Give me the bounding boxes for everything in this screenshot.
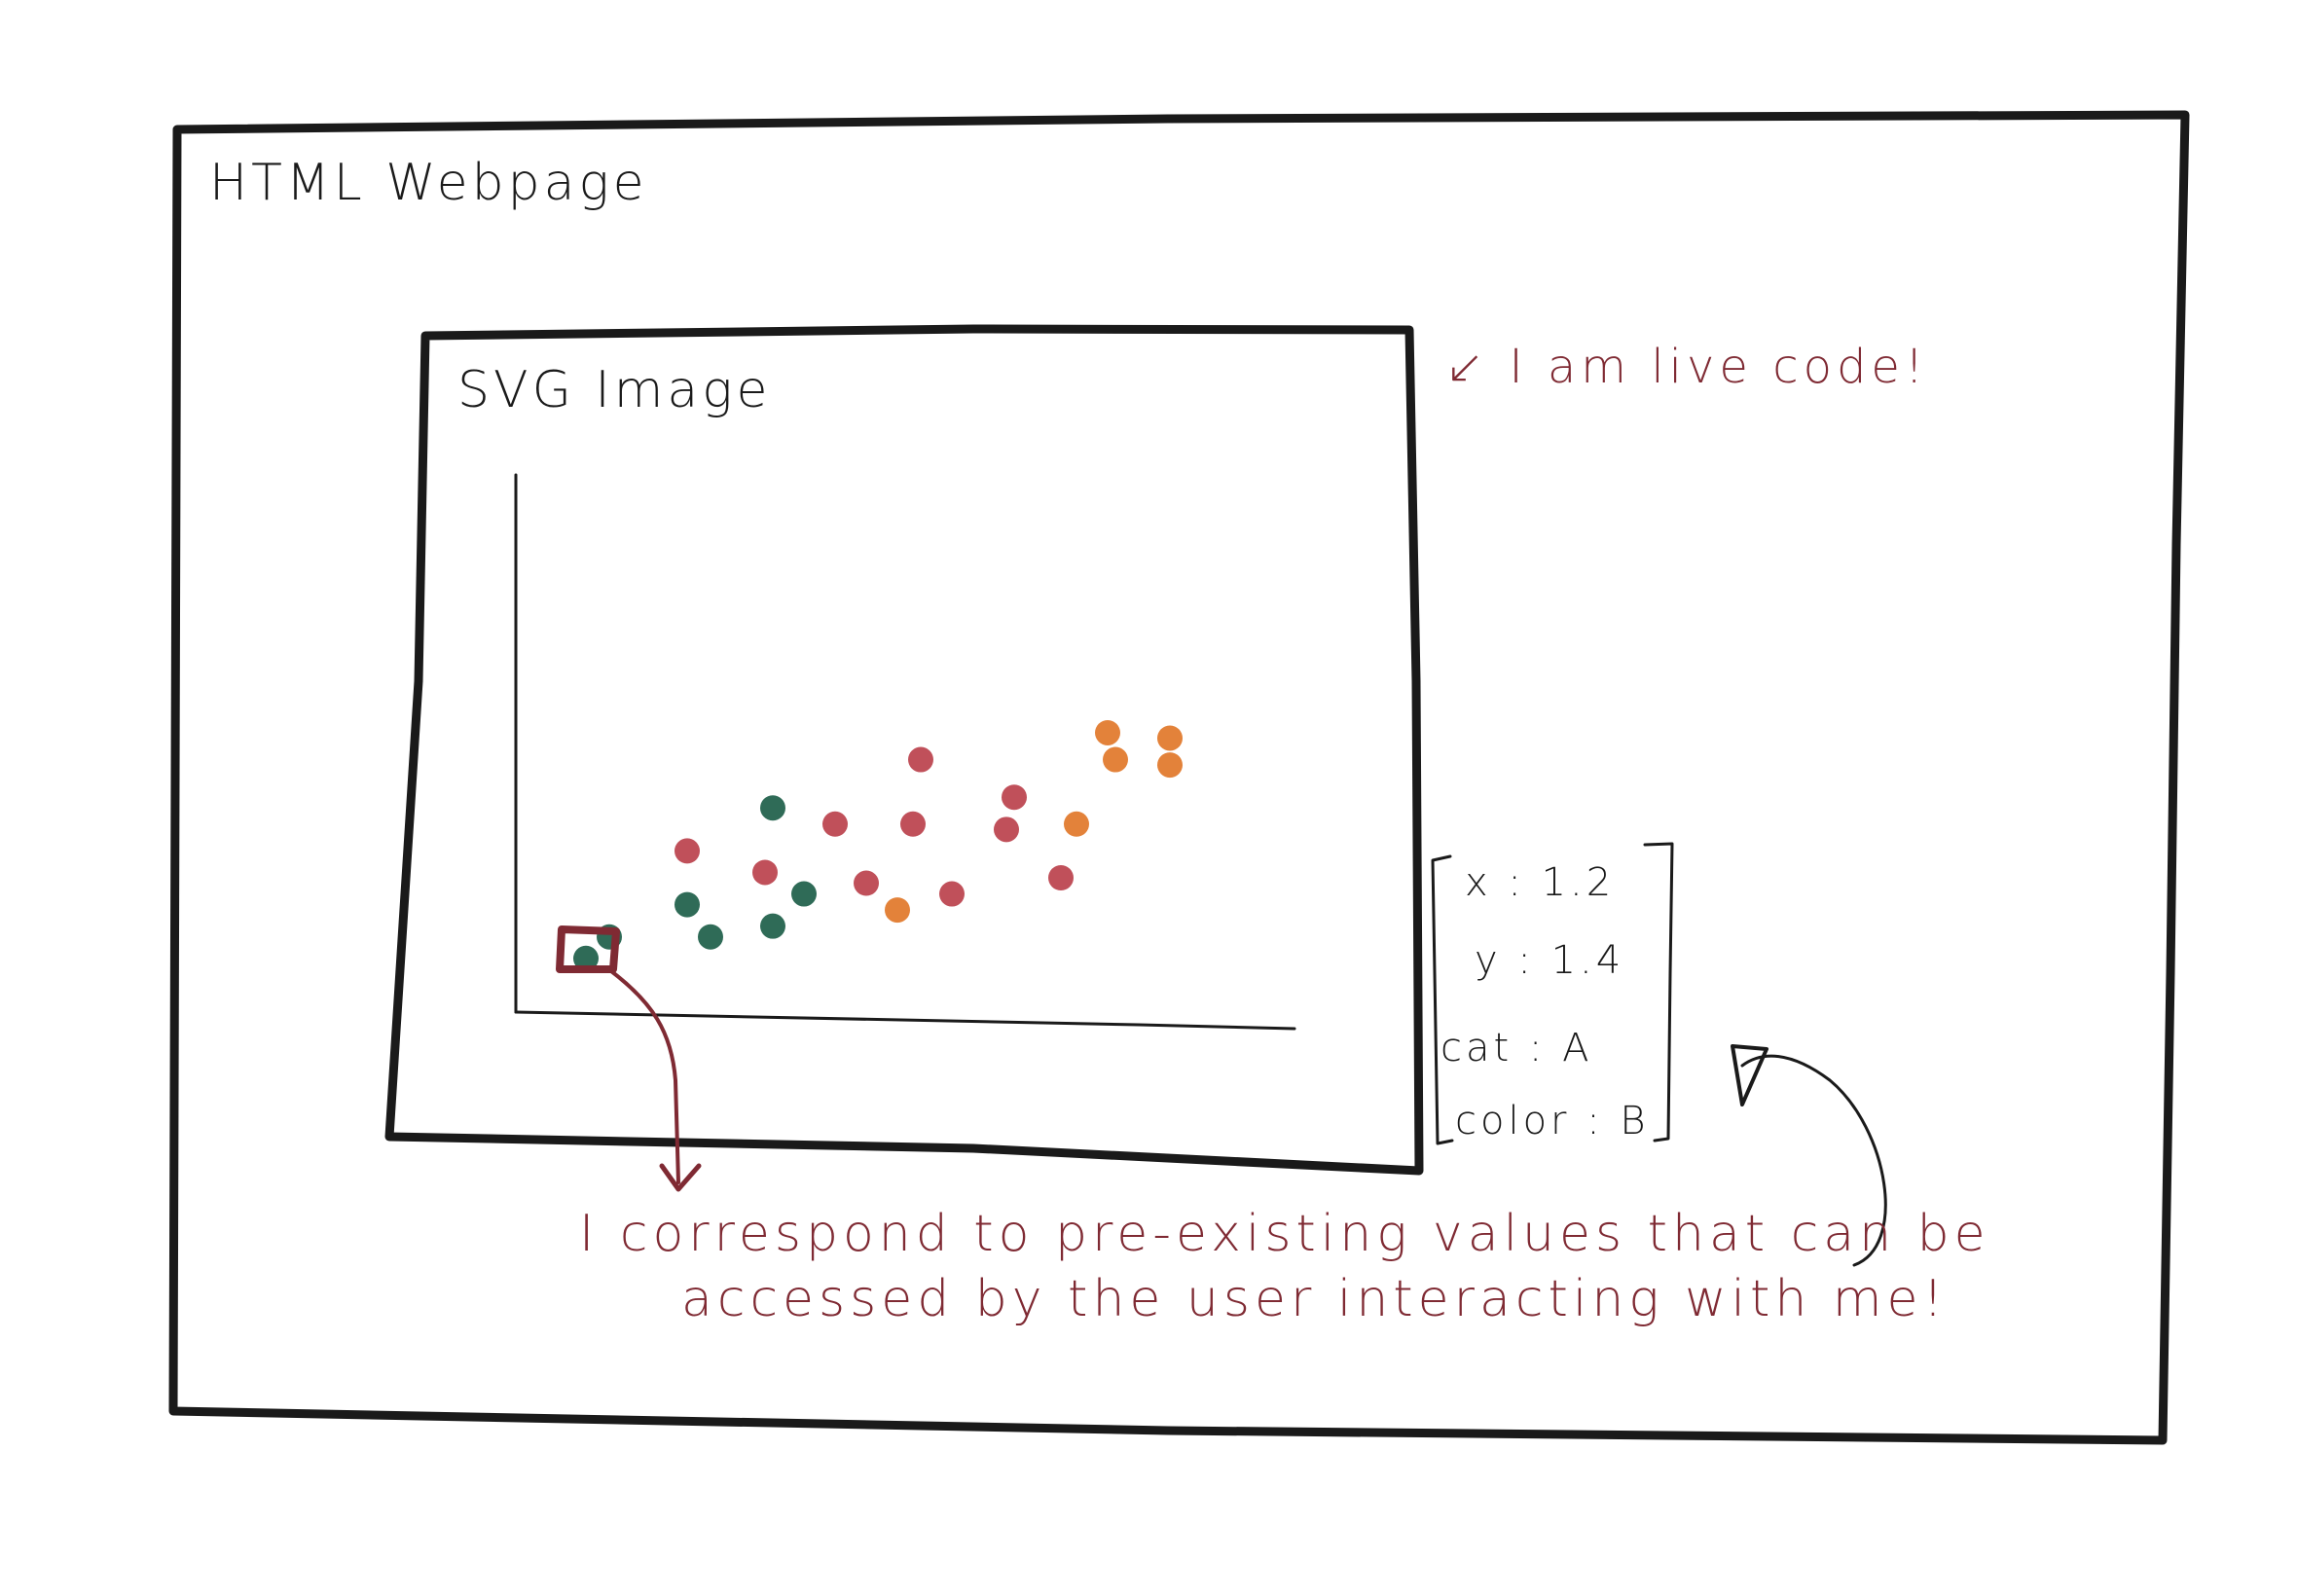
red-data-point[interactable] [854,870,879,896]
red-data-point[interactable] [994,816,1019,843]
red-data-point[interactable] [752,859,778,886]
red-data-point[interactable] [1002,784,1027,811]
webpage-frame [168,110,2190,1445]
red-data-point[interactable] [908,746,933,773]
red-data-point[interactable] [1048,865,1074,890]
red-data-point[interactable] [822,811,848,837]
connector-arrow-line [609,969,680,1184]
svg-frame-label: SVG Image [457,361,771,419]
arrow-head-icon [1731,1044,1768,1106]
orange-data-point[interactable] [1157,725,1183,751]
red-data-point[interactable] [675,838,700,864]
teal-data-point[interactable] [698,924,723,950]
arrow-down-icon [659,1163,702,1192]
teal-data-point[interactable] [791,881,817,907]
webpage-label: HTML Webpage [209,154,648,212]
red-data-point[interactable] [939,881,965,907]
tooltip-right-bracket [1643,842,1674,1143]
tooltip-color: color : B [1455,1099,1650,1143]
correspond-annotation-line1: I correspond to pre-existing values that… [579,1205,1990,1263]
red-data-point[interactable] [900,811,926,837]
curved-arrow-line [1740,1054,1887,1267]
teal-data-point[interactable] [760,913,785,939]
orange-data-point[interactable] [1103,746,1128,773]
selected-point-highlight [556,925,620,973]
teal-data-point[interactable] [760,795,785,821]
orange-data-point[interactable] [885,897,910,924]
orange-data-point[interactable] [1095,719,1120,745]
tooltip-y: y : 1.4 [1475,938,1624,983]
tooltip-x: x : 1.2 [1465,860,1615,905]
live-code-annotation: ↙ I am live code! [1445,340,1928,394]
scatter-points [573,719,1183,971]
tooltip-cat: cat : A [1440,1026,1592,1070]
orange-data-point[interactable] [1157,752,1183,779]
svg-frame [384,324,1424,1176]
correspond-annotation-line2: accessed by the user interacting with me… [681,1270,1948,1328]
teal-data-point[interactable] [573,945,599,971]
orange-data-point[interactable] [1064,811,1089,837]
teal-data-point[interactable] [675,891,700,918]
x-axis [514,1010,1296,1031]
tooltip: x : 1.2 y : 1.4 cat : A color : B [1440,860,1650,1143]
tooltip-left-bracket [1431,854,1454,1145]
